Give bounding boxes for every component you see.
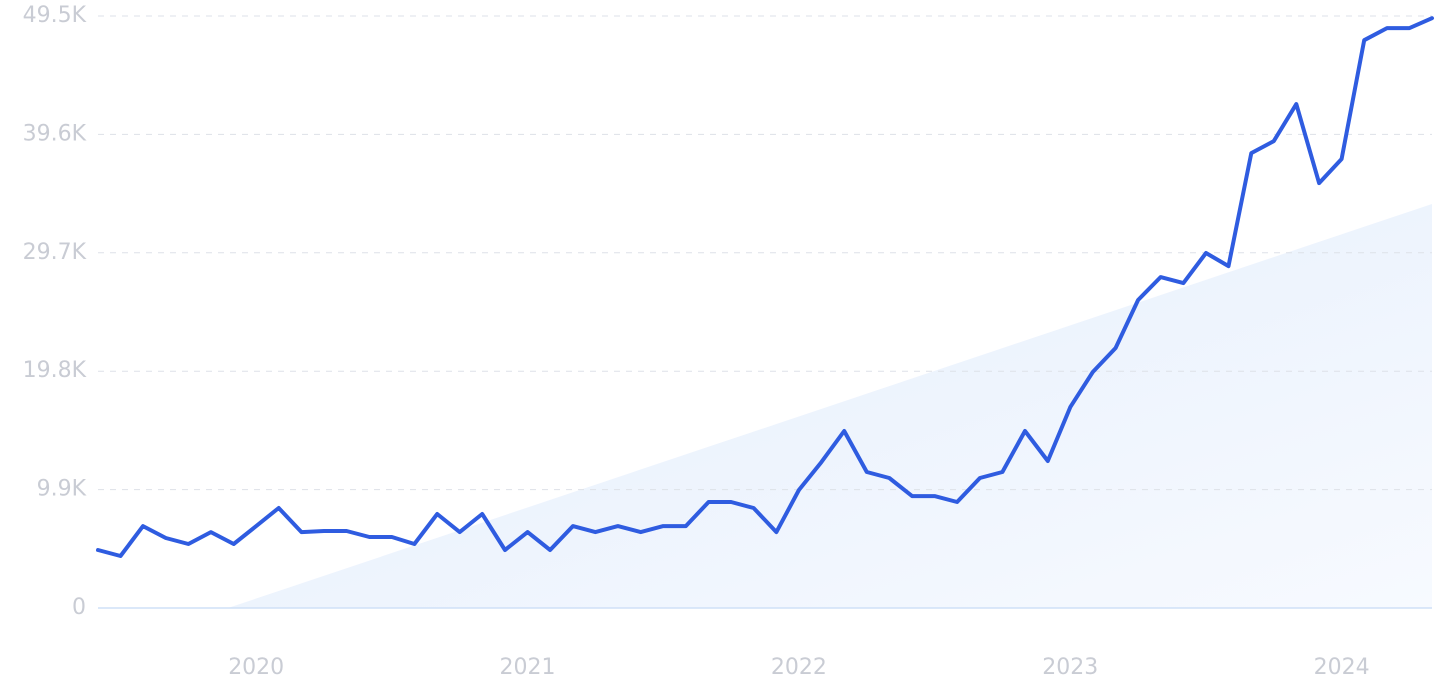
y-tick-label: 49.5K (23, 3, 87, 28)
y-tick-label: 9.9K (37, 477, 87, 502)
x-tick-label: 2023 (1042, 655, 1098, 680)
line (96, 16, 1434, 558)
x-tick-label: 2022 (771, 655, 827, 680)
trend-area (228, 204, 1432, 608)
x-tick-label: 2020 (228, 655, 284, 680)
y-tick-label: 0 (72, 595, 86, 620)
y-tick-label: 19.8K (23, 358, 87, 383)
y-tick-label: 39.6K (23, 121, 87, 146)
x-tick-label: 2021 (500, 655, 556, 680)
y-tick-label: 29.7K (23, 240, 87, 265)
x-tick-label: 2024 (1314, 655, 1370, 680)
